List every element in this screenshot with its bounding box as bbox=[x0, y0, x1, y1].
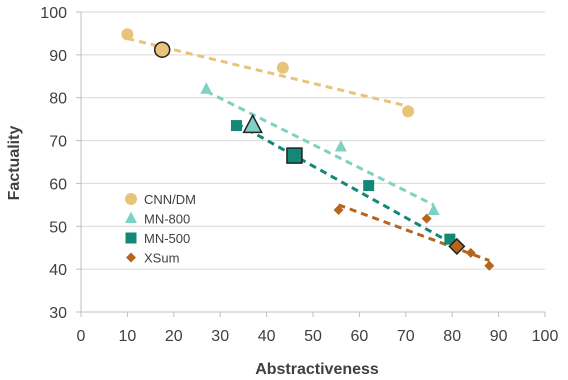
x-tick-label: 90 bbox=[490, 328, 508, 345]
x-tick-label: 80 bbox=[443, 328, 461, 345]
axes bbox=[76, 11, 546, 317]
y-tick-label: 70 bbox=[49, 134, 67, 151]
data-points bbox=[121, 28, 495, 271]
x-tick-label: 40 bbox=[258, 328, 276, 345]
x-tick-label: 0 bbox=[77, 328, 86, 345]
legend-marker-mn-500 bbox=[125, 232, 137, 244]
y-tick-label: 50 bbox=[49, 219, 67, 236]
x-tick-label: 100 bbox=[532, 328, 559, 345]
y-tick-label: 30 bbox=[49, 305, 67, 322]
x-tick-labels: 0 10 20 30 40 50 60 70 80 90 100 bbox=[77, 328, 559, 345]
x-tick-label: 30 bbox=[211, 328, 229, 345]
legend-label-cnn-dm: CNN/DM bbox=[144, 192, 196, 207]
point-mn-800 bbox=[334, 140, 347, 152]
trend-line-cnn-dm bbox=[127, 37, 409, 108]
x-axis-title: Abstractiveness bbox=[255, 361, 379, 378]
y-tick-label: 40 bbox=[49, 262, 67, 279]
point-mn-800 bbox=[200, 82, 213, 94]
point-cnn-dm bbox=[121, 28, 134, 41]
legend-label-xsum: XSum bbox=[144, 251, 179, 266]
highlight-point-mn-500 bbox=[286, 147, 303, 164]
y-axis-title: Factuality bbox=[6, 126, 23, 201]
trend-line-mn-800 bbox=[205, 89, 435, 207]
y-tick-label: 90 bbox=[49, 48, 67, 65]
point-mn-500 bbox=[230, 120, 242, 132]
y-tick-label: 80 bbox=[49, 91, 67, 108]
trend-line-mn-500 bbox=[235, 122, 453, 245]
point-xsum bbox=[421, 213, 432, 224]
y-tick-labels: 30 40 50 60 70 80 90 100 bbox=[40, 5, 67, 322]
x-tick-label: 10 bbox=[119, 328, 137, 345]
legend-marker-cnn-dm bbox=[125, 193, 137, 205]
highlight-point-cnn-dm bbox=[153, 41, 171, 58]
x-tick-label: 50 bbox=[304, 328, 322, 345]
point-mn-500 bbox=[363, 180, 375, 192]
x-tick-label: 70 bbox=[397, 328, 415, 345]
legend-marker-mn-800 bbox=[125, 211, 137, 224]
legend-marker-xsum bbox=[126, 252, 136, 263]
trend-line-xsum bbox=[338, 203, 490, 262]
trend-lines bbox=[127, 37, 490, 262]
y-tick-label: 100 bbox=[40, 5, 67, 22]
point-xsum bbox=[333, 205, 344, 215]
x-tick-label: 60 bbox=[351, 328, 369, 345]
point-cnn-dm bbox=[276, 61, 289, 74]
highlight-point-xsum bbox=[448, 237, 466, 255]
point-xsum bbox=[465, 247, 476, 258]
point-cnn-dm bbox=[402, 105, 415, 118]
legend-label-mn-500: MN-500 bbox=[144, 231, 190, 246]
point-xsum bbox=[484, 260, 495, 271]
point-mn-500 bbox=[444, 233, 456, 245]
legend: CNN/DM MN-800 MN-500 XSum bbox=[125, 192, 196, 266]
y-tick-label: 60 bbox=[49, 176, 67, 193]
x-tick-label: 20 bbox=[165, 328, 183, 345]
legend-label-mn-800: MN-800 bbox=[144, 212, 190, 227]
gridlines bbox=[81, 11, 545, 313]
point-mn-800 bbox=[427, 203, 440, 215]
highlight-point-mn-800 bbox=[242, 113, 263, 134]
